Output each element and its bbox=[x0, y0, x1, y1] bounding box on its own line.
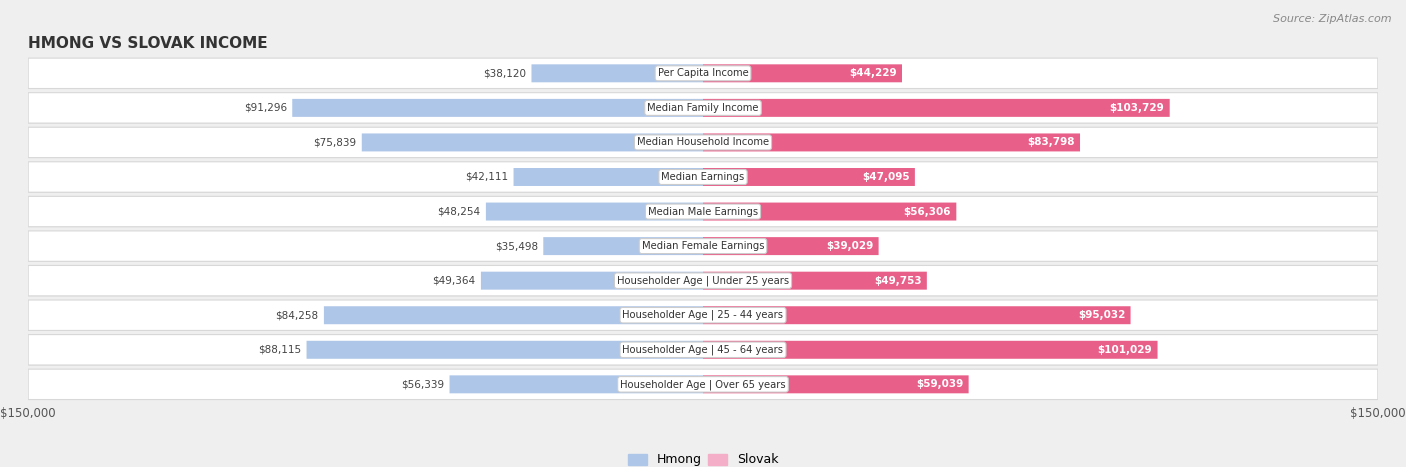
FancyBboxPatch shape bbox=[28, 266, 1378, 296]
FancyBboxPatch shape bbox=[703, 237, 879, 255]
Text: $91,296: $91,296 bbox=[243, 103, 287, 113]
Text: $44,229: $44,229 bbox=[849, 68, 897, 78]
FancyBboxPatch shape bbox=[28, 231, 1378, 262]
FancyBboxPatch shape bbox=[28, 58, 1378, 89]
FancyBboxPatch shape bbox=[703, 64, 903, 82]
Text: HMONG VS SLOVAK INCOME: HMONG VS SLOVAK INCOME bbox=[28, 36, 267, 51]
Text: $42,111: $42,111 bbox=[465, 172, 508, 182]
FancyBboxPatch shape bbox=[703, 375, 969, 393]
Text: Householder Age | 45 - 64 years: Householder Age | 45 - 64 years bbox=[623, 345, 783, 355]
FancyBboxPatch shape bbox=[703, 203, 956, 220]
FancyBboxPatch shape bbox=[28, 127, 1378, 158]
FancyBboxPatch shape bbox=[703, 341, 1157, 359]
Text: Median Family Income: Median Family Income bbox=[647, 103, 759, 113]
Text: Median Household Income: Median Household Income bbox=[637, 137, 769, 148]
FancyBboxPatch shape bbox=[28, 300, 1378, 331]
Text: Householder Age | Over 65 years: Householder Age | Over 65 years bbox=[620, 379, 786, 389]
FancyBboxPatch shape bbox=[703, 272, 927, 290]
Text: $47,095: $47,095 bbox=[862, 172, 910, 182]
Text: $75,839: $75,839 bbox=[314, 137, 356, 148]
Text: $35,498: $35,498 bbox=[495, 241, 538, 251]
Text: $49,753: $49,753 bbox=[873, 276, 921, 286]
FancyBboxPatch shape bbox=[28, 334, 1378, 365]
Text: Median Male Earnings: Median Male Earnings bbox=[648, 206, 758, 217]
Text: Median Female Earnings: Median Female Earnings bbox=[641, 241, 765, 251]
FancyBboxPatch shape bbox=[28, 231, 1378, 262]
FancyBboxPatch shape bbox=[703, 168, 915, 186]
Text: $38,120: $38,120 bbox=[484, 68, 526, 78]
Text: $101,029: $101,029 bbox=[1098, 345, 1152, 355]
FancyBboxPatch shape bbox=[28, 92, 1378, 123]
Text: $59,039: $59,039 bbox=[915, 379, 963, 389]
Text: Per Capita Income: Per Capita Income bbox=[658, 68, 748, 78]
FancyBboxPatch shape bbox=[703, 306, 1130, 324]
Text: $39,029: $39,029 bbox=[825, 241, 873, 251]
FancyBboxPatch shape bbox=[486, 203, 703, 220]
FancyBboxPatch shape bbox=[28, 127, 1378, 158]
FancyBboxPatch shape bbox=[28, 162, 1378, 192]
FancyBboxPatch shape bbox=[28, 335, 1378, 365]
Text: $48,254: $48,254 bbox=[437, 206, 481, 217]
FancyBboxPatch shape bbox=[513, 168, 703, 186]
Text: $56,339: $56,339 bbox=[401, 379, 444, 389]
FancyBboxPatch shape bbox=[28, 300, 1378, 331]
FancyBboxPatch shape bbox=[28, 369, 1378, 400]
FancyBboxPatch shape bbox=[28, 58, 1378, 89]
FancyBboxPatch shape bbox=[28, 196, 1378, 227]
Legend: Hmong, Slovak: Hmong, Slovak bbox=[623, 448, 783, 467]
Text: Householder Age | Under 25 years: Householder Age | Under 25 years bbox=[617, 276, 789, 286]
Text: Median Earnings: Median Earnings bbox=[661, 172, 745, 182]
Text: $95,032: $95,032 bbox=[1078, 310, 1125, 320]
Text: $49,364: $49,364 bbox=[433, 276, 475, 286]
FancyBboxPatch shape bbox=[481, 272, 703, 290]
FancyBboxPatch shape bbox=[323, 306, 703, 324]
FancyBboxPatch shape bbox=[292, 99, 703, 117]
FancyBboxPatch shape bbox=[28, 265, 1378, 296]
FancyBboxPatch shape bbox=[307, 341, 703, 359]
FancyBboxPatch shape bbox=[531, 64, 703, 82]
Text: $103,729: $103,729 bbox=[1109, 103, 1164, 113]
FancyBboxPatch shape bbox=[28, 162, 1378, 192]
Text: Householder Age | 25 - 44 years: Householder Age | 25 - 44 years bbox=[623, 310, 783, 320]
FancyBboxPatch shape bbox=[28, 369, 1378, 400]
FancyBboxPatch shape bbox=[450, 375, 703, 393]
FancyBboxPatch shape bbox=[543, 237, 703, 255]
Text: $83,798: $83,798 bbox=[1028, 137, 1074, 148]
FancyBboxPatch shape bbox=[703, 99, 1170, 117]
FancyBboxPatch shape bbox=[28, 197, 1378, 227]
FancyBboxPatch shape bbox=[703, 134, 1080, 151]
Text: $84,258: $84,258 bbox=[276, 310, 319, 320]
Text: $56,306: $56,306 bbox=[904, 206, 950, 217]
Text: $88,115: $88,115 bbox=[259, 345, 301, 355]
FancyBboxPatch shape bbox=[28, 93, 1378, 123]
Text: Source: ZipAtlas.com: Source: ZipAtlas.com bbox=[1274, 14, 1392, 24]
FancyBboxPatch shape bbox=[361, 134, 703, 151]
